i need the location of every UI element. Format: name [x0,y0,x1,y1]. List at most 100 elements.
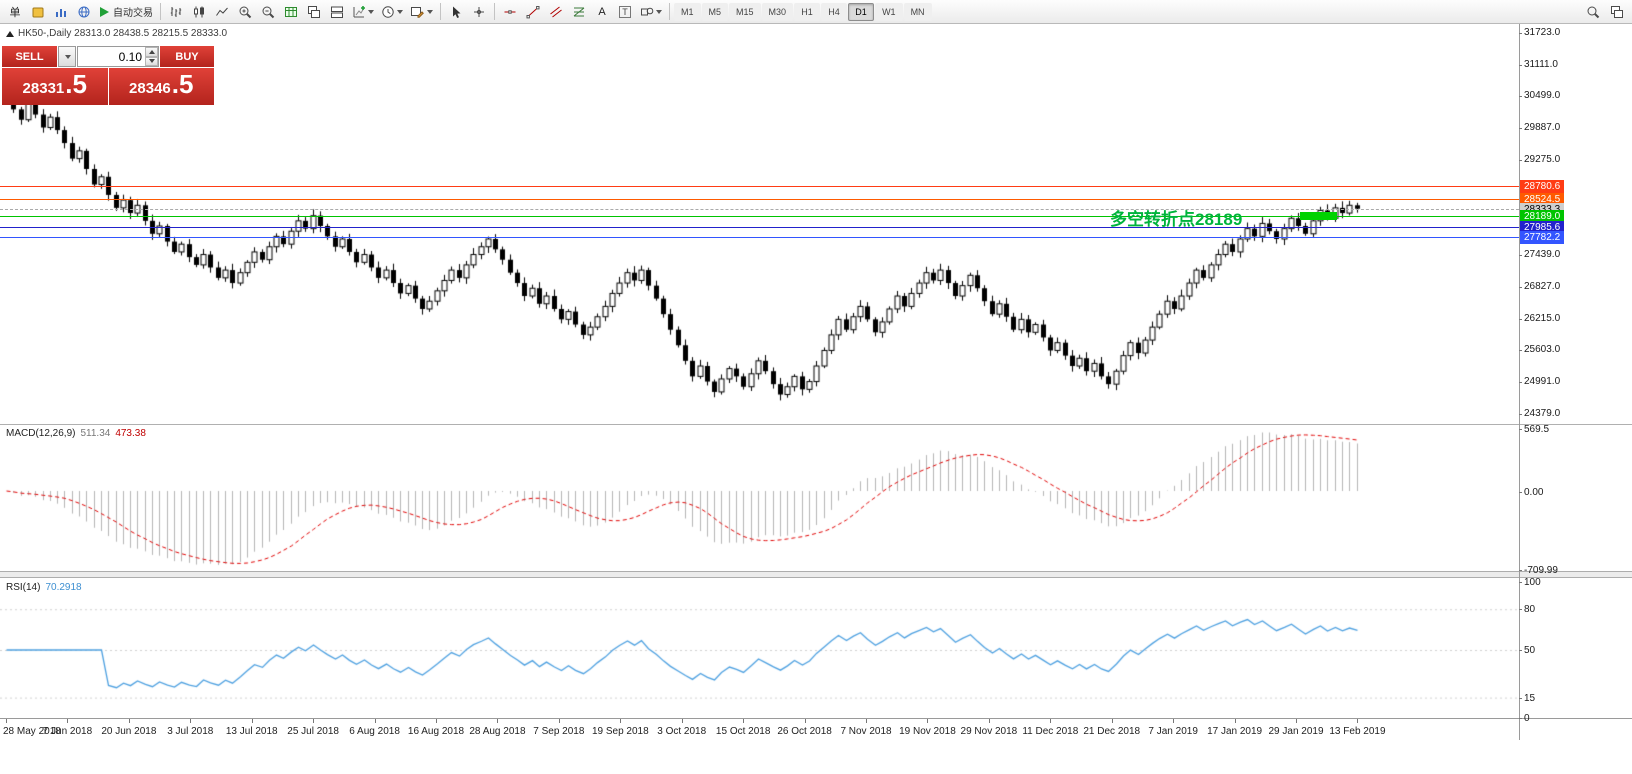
dropdown-arrow-icon [656,9,662,14]
macd-scale-tick [1519,570,1522,571]
volume-decrease-button[interactable] [145,56,158,66]
timeframe-m30-button[interactable]: M30 [761,2,794,21]
price-level-line[interactable] [0,185,1519,187]
timeframe-m15-button[interactable]: M15 [729,2,761,21]
time-axis-tick [129,719,130,723]
windows-icon [1611,5,1623,18]
zoom-in-button[interactable] [234,2,256,22]
search-icon [1587,6,1600,18]
rsi-value: 70.2918 [45,582,82,593]
date-label: 3 Oct 2018 [657,726,707,737]
chart-title-bar: HK50-,Daily 28313.0 28438.5 28215.5 2833… [6,28,227,39]
volume-increase-button[interactable] [145,47,158,57]
price-axis-label: 27439.0 [1524,249,1561,261]
pane-splitter[interactable] [0,571,1632,578]
one-click-collapse-icon[interactable] [6,30,14,37]
tile-windows-button[interactable] [280,2,302,22]
volume-input[interactable] [77,46,159,67]
timeframe-m1-button[interactable]: M1 [674,2,701,21]
cascade-windows-button[interactable] [303,2,325,22]
sell-label: SELL [15,50,44,63]
time-axis-tick [1173,719,1174,723]
date-label: 7 Jan 2019 [1148,726,1198,737]
macd-scale-label: 0.00 [1524,486,1544,498]
date-label: 29 Nov 2018 [960,726,1018,737]
search-button[interactable] [1582,2,1604,22]
annotation-text[interactable]: 多空转折点28189 [1110,210,1243,229]
rsi-indicator-chart[interactable] [0,578,1519,718]
rsi-scale-tick [1519,582,1522,583]
price-level-line[interactable] [0,216,1519,218]
time-axis-tick [67,719,68,723]
fibonacci-tool-button[interactable] [568,2,590,22]
trendline-tool-button[interactable] [522,2,544,22]
price-axis-label: 31723.0 [1524,27,1561,38]
price-axis-label: 31111.0 [1524,58,1558,70]
cursor-button[interactable] [445,2,467,22]
sell-price[interactable]: 28331 .5 [2,68,109,105]
dropdown-arrow-icon [427,9,433,14]
hline-tool-button[interactable] [499,2,521,22]
price-level-line[interactable] [0,208,1519,210]
label-tool-button[interactable]: T [614,2,636,22]
history-center-button[interactable] [27,2,49,22]
pane-divider[interactable] [0,424,1632,425]
market-watch-button[interactable] [50,2,72,22]
web-terminal-button[interactable] [73,2,95,22]
tile-horizontal-button[interactable] [326,2,348,22]
rsi-scale-label: 50 [1524,645,1536,656]
price-chart[interactable] [0,24,1519,424]
channel-tool-button[interactable] [545,2,567,22]
candlestick-chart-button[interactable] [188,2,210,22]
dropdown-arrow-icon [368,9,374,14]
autotrading-label: 自动交易 [113,8,153,19]
crosshair-button[interactable] [468,2,490,22]
price-level-line[interactable] [0,226,1519,228]
sell-price-main: 28331 [22,80,65,97]
timeframe-h1-button[interactable]: H1 [794,2,821,21]
rsi-scale-tick [1519,718,1522,719]
new-window-button[interactable] [1606,2,1628,22]
time-axis-tick [989,719,990,723]
time-axis-tick [6,719,7,723]
dropdown-arrow-icon [65,54,71,59]
timeframe-d1-button[interactable]: D1 [848,2,875,21]
timeframe-h4-button[interactable]: H4 [821,2,848,21]
price-axis-label: 26215.0 [1524,312,1561,324]
templates-button[interactable] [407,2,436,22]
bar-chart-icon [170,6,182,17]
date-label: 25 Jul 2018 [287,726,339,737]
text-tool-button[interactable]: A [591,2,613,22]
sell-button[interactable]: SELL [2,46,57,67]
rsi-scale-tick [1519,650,1522,651]
buy-price-main: 28346 [129,80,171,97]
buy-button[interactable]: BUY [160,46,214,67]
periods-button[interactable] [378,2,406,22]
order-type-dropdown[interactable] [58,46,76,67]
new-order-button[interactable]: 单 [4,2,26,22]
timeframe-mn-button[interactable]: MN [903,2,932,21]
line-chart-button[interactable] [211,2,233,22]
zoom-out-button[interactable] [257,2,279,22]
macd-indicator-chart[interactable] [0,426,1519,570]
time-axis-tick [1235,719,1236,723]
price-axis-tick [1519,350,1522,352]
spin-down-icon [148,59,155,64]
shapes-tool-button[interactable] [637,2,665,22]
price-level-line[interactable] [0,198,1519,200]
toolbar-separator [440,3,441,20]
time-axis-tick [252,719,253,723]
highlight-segment[interactable] [1300,212,1337,221]
timeframe-w1-button[interactable]: W1 [875,2,903,21]
bar-chart-button[interactable] [165,2,187,22]
timeframe-m5-button[interactable]: M5 [701,2,729,21]
buy-price[interactable]: 28346 .5 [108,68,214,105]
autotrading-button[interactable]: 自动交易 [96,2,156,22]
date-label: 19 Nov 2018 [899,726,956,737]
toolbar-separator [494,3,495,20]
price-axis-tick [1519,382,1522,384]
price-tag: 28524.5 [1520,192,1565,206]
new-chart-button[interactable] [349,2,377,22]
price-level-line[interactable] [0,237,1519,239]
